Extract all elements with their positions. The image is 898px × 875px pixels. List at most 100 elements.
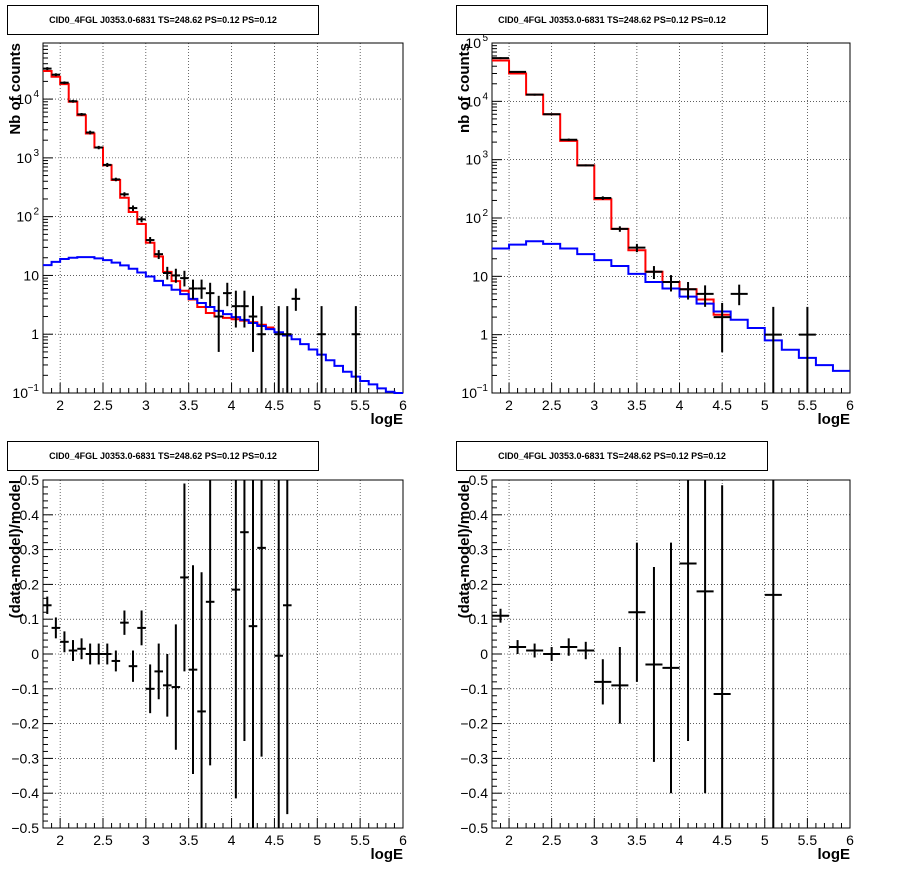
data-point <box>764 306 782 393</box>
panel-residuals-left: CID0_4FGL J0353.0-6831 TS=248.62 PS=0.12… <box>0 437 449 875</box>
model-total-histogram <box>43 70 275 329</box>
data-point <box>317 306 326 393</box>
data-point <box>171 268 181 283</box>
x-tick-label: 4.5 <box>265 832 285 848</box>
x-axis-title: logE <box>371 411 404 428</box>
data-point <box>526 93 544 96</box>
x-axis-title: logE <box>818 411 851 428</box>
data-point <box>283 306 292 393</box>
y-tick-label: −0.4 <box>11 785 39 801</box>
y-tick-label-exp: 4 <box>33 89 39 100</box>
y-tick-label: 10 <box>16 91 32 107</box>
x-tick-label: 4.5 <box>265 397 285 413</box>
x-tick-label: 6 <box>399 397 407 413</box>
data-point <box>94 145 103 150</box>
data-point <box>509 640 527 654</box>
x-tick-label: 4.5 <box>712 397 732 413</box>
chart-title: CID0_4FGL J0353.0-6831 TS=248.62 PS=0.12… <box>456 5 768 35</box>
data-point <box>283 480 292 815</box>
data-point <box>128 205 138 211</box>
y-tick-label: 0.1 <box>469 611 489 627</box>
data-point <box>43 67 52 71</box>
y-tick-label-exp: 2 <box>33 207 39 218</box>
data-point <box>60 631 69 653</box>
y-tick-label: 0.1 <box>20 611 40 627</box>
data-point <box>543 647 561 661</box>
x-tick-label: 2.5 <box>93 397 113 413</box>
x-tick-label: 3 <box>590 832 598 848</box>
data-point <box>214 295 223 352</box>
data-point <box>188 279 198 299</box>
x-tick-label: 4 <box>676 832 684 848</box>
y-tick-label-exp: −1 <box>477 383 489 394</box>
data-point <box>560 138 578 141</box>
data-point <box>85 130 95 135</box>
y-axis-title: (data-model)/model <box>456 480 473 618</box>
data-point <box>137 610 146 646</box>
data-point <box>679 281 697 300</box>
data-point <box>111 177 121 182</box>
x-tick-label: 6 <box>846 832 854 848</box>
data-point <box>611 647 629 724</box>
data-point <box>223 282 232 307</box>
y-tick-label: 10 <box>465 210 481 226</box>
chart-title: CID0_4FGL J0353.0-6831 TS=248.62 PS=0.12… <box>7 441 319 471</box>
data-point <box>492 608 510 623</box>
y-tick-label: 10 <box>23 267 39 283</box>
y-tick-label: 10 <box>461 385 477 401</box>
data-point <box>274 306 283 393</box>
x-tick-label: 6 <box>846 397 854 413</box>
data-point <box>197 279 206 299</box>
data-point <box>171 624 181 750</box>
y-axis-title: Nb of counts <box>7 43 24 135</box>
data-point <box>577 641 595 660</box>
y-tick-label: 0 <box>480 646 488 662</box>
y-axis-title: nb of counts <box>456 43 473 133</box>
x-tick-label: 6 <box>399 832 407 848</box>
x-tick-label: 5 <box>313 397 321 413</box>
data-point <box>274 480 283 828</box>
data-point <box>560 638 578 656</box>
data-point <box>594 659 612 705</box>
x-tick-label: 4.5 <box>712 832 732 848</box>
x-tick-label: 3.5 <box>627 832 647 848</box>
data-point <box>120 610 129 635</box>
data-point <box>85 643 95 665</box>
x-tick-label: 2.5 <box>542 397 562 413</box>
x-tick-label: 3 <box>142 832 150 848</box>
data-point <box>197 572 206 828</box>
y-tick-label: 10 <box>465 35 481 51</box>
x-axis-title: logE <box>818 846 851 863</box>
data-point <box>351 306 361 393</box>
data-point <box>60 81 69 85</box>
x-tick-label: 4 <box>228 397 236 413</box>
data-point <box>231 290 241 328</box>
data-point <box>103 162 112 167</box>
data-point <box>163 654 172 717</box>
data-point <box>248 480 258 828</box>
data-point <box>257 480 266 757</box>
residuals-chart: 2 2.5 3 3.5 4 4.5 5 5.5 6 −0.5 −0.4 −0.3 −0.2 −0.1 0 0.… <box>456 472 854 863</box>
y-tick-label: −0.2 <box>11 716 39 732</box>
data-point <box>509 70 527 73</box>
y-tick-label: 10 <box>472 268 488 284</box>
data-point <box>180 270 189 287</box>
model-total-histogram <box>492 59 731 316</box>
data-point <box>713 302 731 353</box>
data-point <box>594 196 612 200</box>
x-tick-label: 5 <box>761 397 769 413</box>
y-tick-label: −0.1 <box>11 681 39 697</box>
data-point <box>526 643 544 658</box>
x-tick-label: 2.5 <box>93 832 113 848</box>
y-tick-label: −0.1 <box>460 681 488 697</box>
y-tick-label: 10 <box>465 152 481 168</box>
x-tick-label: 5 <box>761 832 769 848</box>
x-tick-label: 5.5 <box>798 397 818 413</box>
x-tick-label: 3 <box>142 397 150 413</box>
data-point <box>128 650 138 682</box>
data-point <box>103 643 112 665</box>
data-point <box>94 643 103 665</box>
data-point <box>51 73 61 77</box>
